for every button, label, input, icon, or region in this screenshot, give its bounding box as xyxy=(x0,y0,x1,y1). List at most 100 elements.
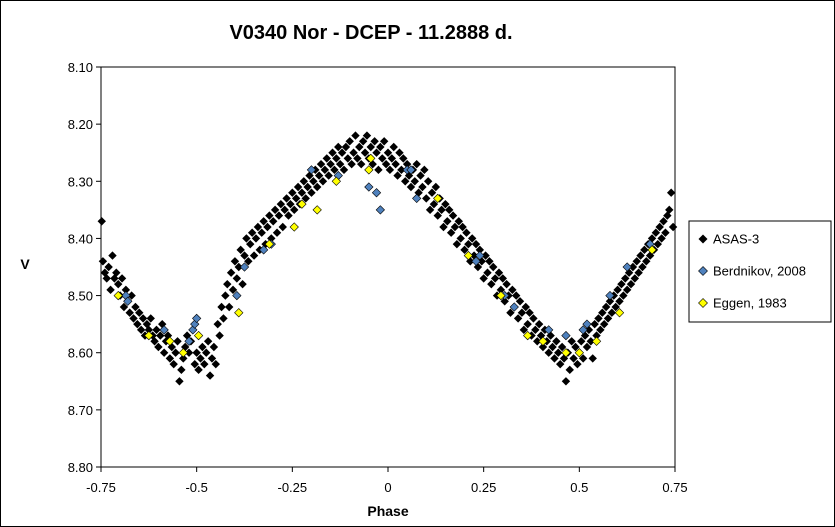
data-point xyxy=(519,325,529,335)
data-point xyxy=(412,193,422,204)
data-point xyxy=(156,331,165,340)
data-point xyxy=(619,291,628,300)
data-point xyxy=(106,285,115,295)
y-tick-label: 8.30 xyxy=(68,174,93,189)
data-point xyxy=(362,131,372,140)
data-point xyxy=(360,148,370,157)
data-point xyxy=(192,348,201,357)
data-point xyxy=(269,217,278,226)
data-point xyxy=(159,325,169,335)
data-point xyxy=(335,159,345,169)
data-point xyxy=(159,348,169,357)
data-point xyxy=(578,354,588,363)
x-tick-label: 0.5 xyxy=(570,480,588,495)
data-point xyxy=(523,330,533,341)
data-point xyxy=(534,319,544,329)
data-point xyxy=(529,314,538,323)
x-axis-label: Phase xyxy=(367,503,408,519)
data-point xyxy=(224,302,234,312)
y-tick-label: 8.50 xyxy=(68,289,93,304)
data-point xyxy=(175,377,184,386)
data-point xyxy=(515,297,525,306)
data-point xyxy=(464,239,473,249)
data-point xyxy=(406,182,416,192)
x-tick-label: 0 xyxy=(384,480,391,495)
data-point xyxy=(364,165,374,175)
data-point xyxy=(481,251,490,260)
data-point xyxy=(366,142,375,152)
data-point xyxy=(102,274,111,283)
y-tick-label: 8.40 xyxy=(68,231,93,246)
data-point xyxy=(538,336,548,346)
data-point xyxy=(198,342,207,352)
data-point xyxy=(471,256,481,266)
data-point xyxy=(423,177,433,186)
data-point xyxy=(196,354,205,363)
data-point xyxy=(561,348,571,358)
data-point xyxy=(371,188,382,198)
data-point xyxy=(554,348,563,357)
data-point xyxy=(117,274,127,283)
data-point xyxy=(173,337,182,346)
data-point xyxy=(152,325,161,335)
data-point xyxy=(446,228,456,237)
legend-label: ASAS-3 xyxy=(713,232,759,247)
data-point xyxy=(590,319,599,329)
data-point xyxy=(331,176,341,186)
data-point xyxy=(645,251,655,260)
data-point xyxy=(276,199,286,209)
data-point xyxy=(215,331,224,340)
data-point xyxy=(239,262,250,272)
data-point xyxy=(517,308,527,317)
data-point xyxy=(456,234,465,243)
data-point xyxy=(146,314,155,323)
data-point xyxy=(586,337,596,346)
data-point xyxy=(353,154,362,163)
data-point xyxy=(357,159,366,169)
data-point xyxy=(320,165,330,175)
legend: ASAS-3 Berdnikov, 2008 Eggen, 1983 xyxy=(688,220,832,323)
data-point xyxy=(490,274,500,283)
data-point xyxy=(270,205,280,215)
data-point xyxy=(605,290,615,301)
data-point xyxy=(544,325,554,335)
data-point xyxy=(556,359,565,369)
data-point xyxy=(349,148,358,157)
data-point xyxy=(399,154,408,163)
data-point xyxy=(303,182,312,192)
data-point xyxy=(324,171,333,180)
data-point xyxy=(628,262,638,272)
data-point xyxy=(574,348,584,358)
data-point xyxy=(418,182,427,192)
y-tick-label: 8.70 xyxy=(68,403,93,418)
data-point xyxy=(614,308,625,318)
data-point xyxy=(144,330,154,341)
data-point xyxy=(192,313,202,324)
data-point xyxy=(238,279,247,289)
data-point xyxy=(188,325,198,335)
data-point xyxy=(253,222,263,232)
data-point xyxy=(393,171,402,180)
data-point xyxy=(288,188,297,197)
data-point xyxy=(133,319,142,329)
data-point xyxy=(538,342,548,352)
data-point xyxy=(171,348,180,357)
data-point xyxy=(441,199,450,209)
data-point xyxy=(511,291,521,300)
data-point xyxy=(496,290,506,301)
data-point xyxy=(150,337,159,346)
data-point xyxy=(571,342,580,352)
data-point xyxy=(286,199,295,209)
data-point xyxy=(636,251,645,260)
data-point xyxy=(228,285,238,295)
data-point xyxy=(592,331,601,340)
data-point xyxy=(290,205,299,215)
data-point xyxy=(458,222,467,232)
data-point xyxy=(280,205,289,215)
data-point xyxy=(314,171,324,180)
data-point xyxy=(462,228,471,237)
data-point xyxy=(433,211,442,220)
data-point xyxy=(274,211,284,220)
data-point xyxy=(640,245,649,255)
data-point xyxy=(467,234,477,243)
